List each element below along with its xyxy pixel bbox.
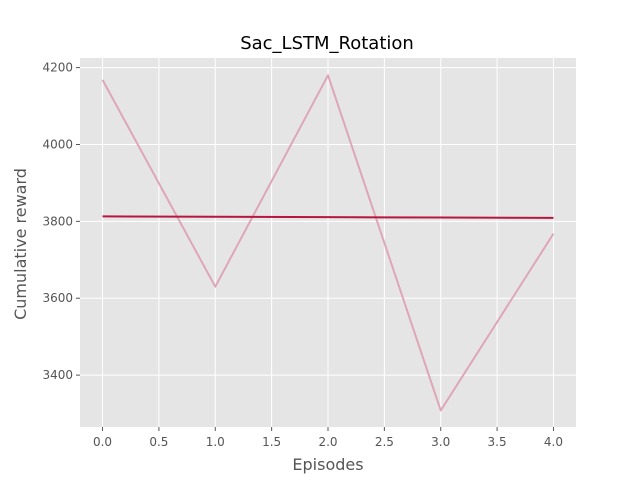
- chart-title: Sac_LSTM_Rotation: [240, 33, 414, 54]
- x-tick-label: 4.0: [544, 435, 563, 449]
- x-axis-ticks: 0.0 0.5 1.0 1.5 2.0 2.5 3.0 3.5 4.0: [93, 427, 563, 449]
- series-lines: [101, 74, 555, 412]
- y-tick-label: 3600: [42, 291, 73, 305]
- x-tick-label: 1.5: [262, 435, 281, 449]
- series-line-2: [102, 215, 554, 219]
- grid-lines: [80, 58, 576, 427]
- y-tick-label: 4200: [42, 61, 73, 75]
- x-tick-label: 0.5: [149, 435, 168, 449]
- x-tick-label: 0.0: [93, 435, 112, 449]
- y-tick-label: 4000: [42, 137, 73, 151]
- y-axis-label: Cumulative reward: [11, 168, 30, 320]
- y-tick-label: 3400: [42, 368, 73, 382]
- y-axis-ticks: 3400 3600 3800 4000 4200: [42, 61, 80, 382]
- x-tick-label: 1.0: [206, 435, 225, 449]
- x-axis-label: Episodes: [292, 455, 363, 474]
- x-tick-label: 3.5: [488, 435, 507, 449]
- series-line-1: [101, 74, 555, 412]
- y-tick-label: 3800: [42, 214, 73, 228]
- x-tick-label: 3.0: [431, 435, 450, 449]
- x-tick-label: 2.0: [318, 435, 337, 449]
- x-tick-label: 2.5: [375, 435, 394, 449]
